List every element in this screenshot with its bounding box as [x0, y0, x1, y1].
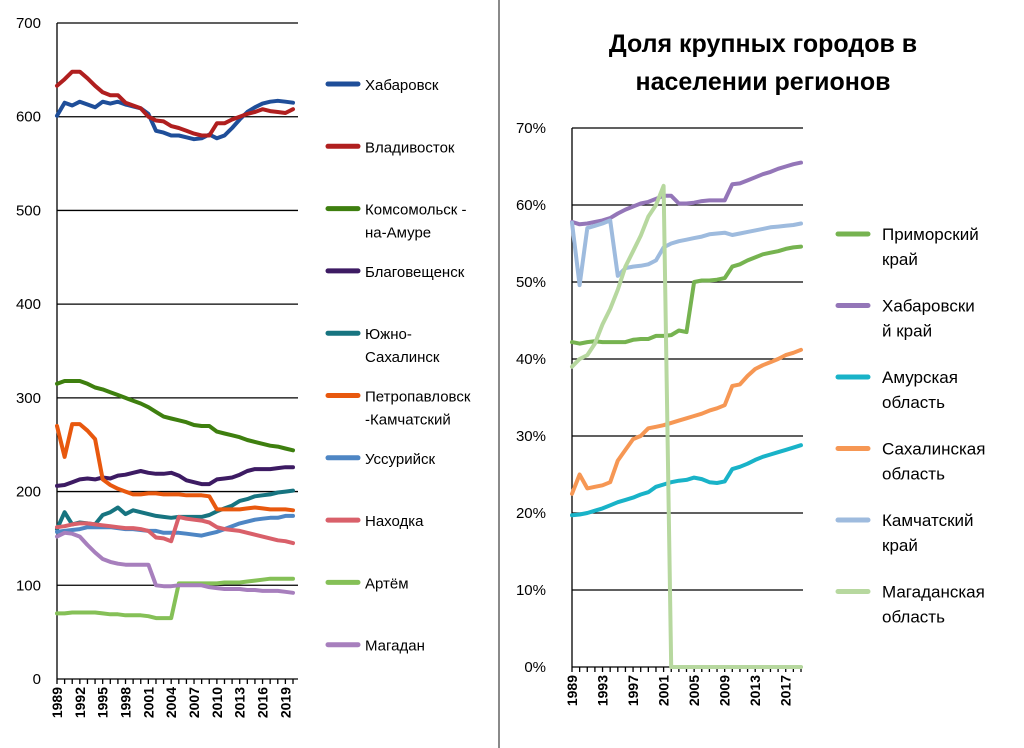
left-legend-label: Артём: [365, 575, 409, 592]
right-chart-title-line: населении регионов: [635, 68, 890, 96]
left-x-tick-label: 1989: [49, 687, 65, 718]
right-legend-label: область: [882, 393, 945, 412]
left-legend-label: Петропавловск: [365, 389, 471, 406]
right-series-line-сахалинская-область: [570, 347, 803, 496]
right-x-tick-label: 2017: [778, 675, 794, 706]
right-y-tick-label: 60%: [516, 197, 546, 214]
right-y-tick-label: 20%: [516, 505, 546, 522]
right-y-tick-label: 70%: [516, 120, 546, 137]
left-x-tick-label: 2019: [277, 687, 293, 718]
left-series-line-владивосток: [55, 69, 295, 138]
left-city-population-chart: 0 100 200 300 400 500 600 700 1989 1992 1995 1998 20…: [16, 15, 471, 718]
right-legend-label: край: [882, 250, 918, 269]
right-legend-label: Хабаровски: [882, 297, 975, 316]
right-share-chart: Доля крупных городов в населении регионов…: [516, 30, 986, 706]
left-legend-label: Сахалинск: [365, 349, 440, 366]
left-y-tick-label: 400: [16, 296, 41, 313]
left-series-line-хабаровск: [55, 98, 295, 142]
right-x-tick-label: 2013: [747, 675, 763, 706]
left-series-line-магадан: [55, 530, 295, 595]
left-x-tick-label: 1998: [118, 687, 134, 718]
right-legend-label: Магаданская: [882, 583, 985, 602]
left-chart-panel: 0 100 200 300 400 500 600 700 1989 1992 1995 1998 20…: [0, 0, 498, 748]
right-x-tick-label: 2001: [656, 675, 672, 706]
right-y-tick-label: 30%: [516, 428, 546, 445]
right-legend-label: Приморский: [882, 225, 979, 244]
left-y-tick-label: 300: [16, 390, 41, 407]
left-x-tick-label: 2007: [186, 687, 202, 718]
right-legend-label: Амурская: [882, 368, 958, 387]
right-chart-title-line: Доля крупных городов в: [609, 30, 917, 58]
left-series-line-артём: [55, 576, 295, 621]
left-legend-label: на-Амуре: [365, 225, 431, 242]
left-legend-label: Комсомольск -: [365, 202, 467, 219]
left-x-tick-label: 1995: [95, 687, 111, 718]
right-x-tick-label: 1997: [625, 675, 641, 706]
right-y-tick-label: 0%: [524, 659, 546, 676]
right-y-tick-label: 10%: [516, 582, 546, 599]
right-x-tick-label: 2005: [686, 675, 702, 706]
right-x-tick-label: 2009: [717, 675, 733, 706]
right-y-tick-label: 40%: [516, 351, 546, 368]
left-x-tick-label: 1992: [72, 687, 88, 718]
right-series-line-амурская-область: [570, 443, 803, 518]
left-legend-label: Находка: [365, 513, 424, 530]
right-legend-label: й край: [882, 322, 932, 341]
left-series-line-находка: [55, 514, 295, 546]
left-legend-label: Владивосток: [365, 139, 455, 156]
left-y-tick-label: 700: [16, 15, 41, 32]
left-series-line-комсомольск-на-амуре: [55, 379, 295, 453]
right-legend-label: Сахалинская: [882, 440, 985, 459]
left-y-tick-label: 200: [16, 484, 41, 501]
right-legend-label: Камчатский: [882, 511, 974, 530]
left-series-line-петропавловск-камчатский: [55, 422, 295, 513]
right-series-line-хабаровский-край: [570, 160, 803, 227]
left-legend-label: Южно-: [365, 326, 412, 343]
right-series-line-магаданская-область: [570, 183, 803, 669]
left-legend-label: Магадан: [365, 638, 425, 655]
left-y-tick-label: 0: [33, 671, 41, 688]
left-series-line-благовещенск: [55, 465, 295, 488]
left-y-tick-label: 100: [16, 577, 41, 594]
right-y-tick-label: 50%: [516, 274, 546, 291]
right-x-tick-label: 1989: [564, 675, 580, 706]
left-x-tick-label: 2010: [209, 687, 225, 718]
right-chart-panel: Доля крупных городов в населении регионов…: [500, 0, 1024, 748]
left-x-tick-label: 2001: [140, 687, 156, 718]
right-legend-label: область: [882, 465, 945, 484]
left-legend-label: Благовещенск: [365, 264, 465, 281]
left-x-tick-label: 2016: [255, 687, 271, 718]
left-legend-label: -Камчатский: [365, 412, 451, 429]
left-legend-label: Хабаровск: [365, 77, 439, 94]
left-x-tick-label: 2013: [232, 687, 248, 718]
panel-divider: [498, 0, 500, 748]
right-series-line-камчатский-край: [570, 218, 803, 288]
left-y-tick-label: 600: [16, 109, 41, 126]
right-series-line-приморский-край: [570, 244, 803, 346]
right-x-tick-label: 1993: [595, 675, 611, 706]
left-y-tick-label: 500: [16, 202, 41, 219]
left-legend-label: Уссурийск: [365, 451, 435, 468]
left-x-tick-label: 2004: [163, 687, 179, 718]
right-legend-label: край: [882, 536, 918, 555]
right-legend-label: область: [882, 608, 945, 627]
